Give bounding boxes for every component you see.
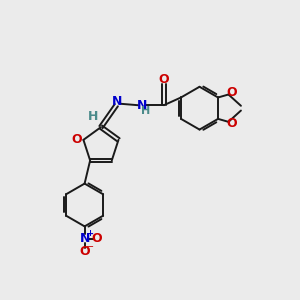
Text: N: N bbox=[136, 99, 147, 112]
Text: +: + bbox=[86, 229, 94, 238]
Text: H: H bbox=[87, 110, 98, 123]
Text: O: O bbox=[227, 117, 237, 130]
Text: N: N bbox=[80, 232, 90, 245]
Text: O: O bbox=[79, 245, 90, 258]
Text: O: O bbox=[72, 133, 82, 146]
Text: −: − bbox=[86, 242, 94, 252]
Text: H: H bbox=[141, 106, 151, 116]
Text: N: N bbox=[112, 95, 122, 108]
Text: O: O bbox=[92, 232, 102, 245]
Text: O: O bbox=[158, 73, 169, 85]
Text: O: O bbox=[227, 86, 237, 99]
